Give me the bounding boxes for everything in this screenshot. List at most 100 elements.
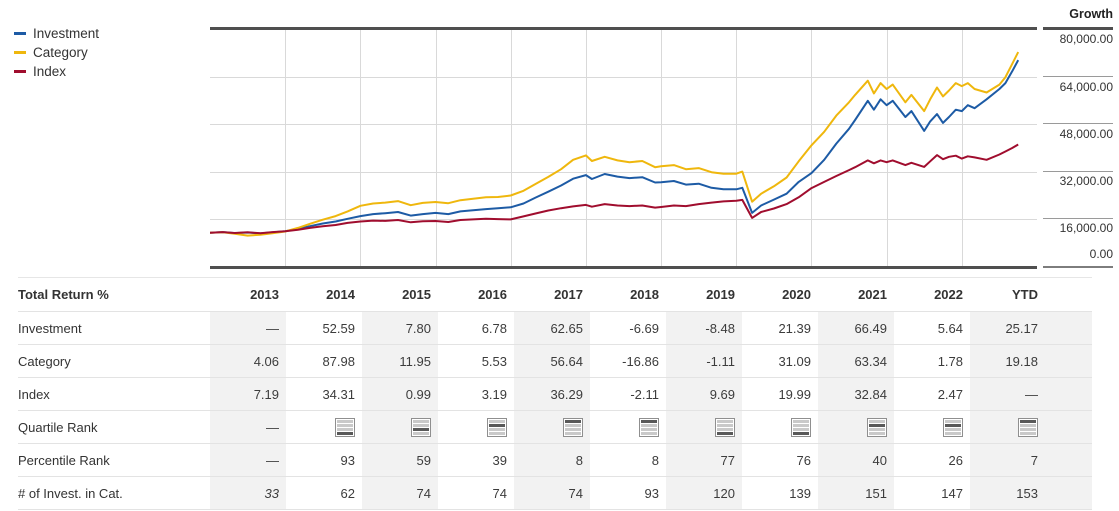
value-cell: 87.98 (322, 353, 355, 369)
y-axis-title: Growth (1069, 7, 1113, 21)
quartile-cell (362, 411, 438, 443)
value-cell: — (210, 444, 286, 476)
table-title: Total Return % (18, 287, 109, 302)
value-cell: 5.53 (481, 353, 507, 369)
value-cell: 147 (941, 485, 963, 501)
row-label: Quartile Rank (18, 419, 98, 435)
index-line-swatch (14, 70, 26, 73)
value-cell: 76 (796, 452, 811, 468)
chart-bottom-border (210, 266, 1037, 269)
value-cell: — (970, 378, 1092, 410)
y-axis-tick-32000 (1043, 171, 1113, 172)
quartile-1-icon (563, 417, 583, 437)
value-cell: 8 (651, 452, 659, 468)
quartile-cell (438, 411, 514, 443)
investment-line (210, 59, 1020, 235)
row-label: Index (18, 386, 50, 402)
value-cell: 19.99 (778, 386, 811, 402)
row-label: Category (18, 353, 71, 369)
value-cell: 6.78 (481, 320, 507, 336)
row-label: Investment (18, 320, 82, 336)
value-cell: 66.49 (818, 312, 894, 344)
value-cell: -6.69 (629, 320, 659, 336)
row-label: # of Invest. in Cat. (18, 485, 123, 501)
value-cell: -2.11 (630, 386, 659, 402)
y-axis-label: 48,000.00 (1059, 127, 1113, 141)
quartile-2-icon (943, 417, 963, 437)
value-cell: 139 (789, 485, 811, 501)
table-row-quartile-rank: Quartile Rank — (18, 411, 1092, 444)
legend-label-index: Index (33, 64, 67, 79)
value-cell: 9.69 (666, 378, 742, 410)
column-header-2017: 2017 (554, 287, 583, 302)
value-cell: 153 (970, 477, 1092, 509)
value-cell: 34.31 (322, 386, 355, 402)
value-cell: 25.17 (970, 312, 1092, 344)
value-cell: 74 (362, 477, 438, 509)
chart-legend: Investment Category Index (14, 24, 99, 81)
quartile-cell (894, 411, 970, 443)
value-cell: 39 (492, 452, 507, 468)
value-cell: 36.29 (514, 378, 590, 410)
column-header-2021: 2021 (858, 287, 887, 302)
legend-item-index[interactable]: Index (14, 62, 99, 81)
quartile-cell (742, 411, 818, 443)
value-cell: — (210, 312, 286, 344)
value-cell: 32.84 (818, 378, 894, 410)
legend-item-category[interactable]: Category (14, 43, 99, 62)
quartile-4-icon (791, 417, 811, 437)
value-cell: 19.18 (970, 345, 1092, 377)
value-cell: 74 (492, 485, 507, 501)
y-axis-label: 32,000.00 (1059, 174, 1113, 188)
y-axis-tick-64000 (1043, 76, 1113, 77)
category-line (210, 51, 1020, 237)
y-axis-tick-16000 (1043, 218, 1113, 219)
quartile-2-icon (867, 417, 887, 437)
y-axis-tick-0 (1043, 266, 1113, 268)
value-cell: 8 (514, 444, 590, 476)
y-axis-label: 64,000.00 (1059, 80, 1113, 94)
value-cell: 59 (362, 444, 438, 476)
value-cell: 62 (340, 485, 355, 501)
total-return-table: Total Return % 2013 2014 2015 2016 2017 2018 20… (18, 277, 1092, 510)
column-header-2016: 2016 (478, 287, 507, 302)
quartile-2-icon (487, 417, 507, 437)
column-header-2018: 2018 (630, 287, 659, 302)
value-cell: 3.19 (481, 386, 507, 402)
value-cell: 7.19 (210, 378, 286, 410)
value-cell: 74 (514, 477, 590, 509)
value-cell: 4.06 (210, 345, 286, 377)
value-cell: -16.86 (622, 353, 659, 369)
table-row-of-invest-in-cat: # of Invest. in Cat. 33 62 74 74 74 93 120 139 15… (18, 477, 1092, 510)
y-axis-tick-48000 (1043, 123, 1113, 124)
quartile-cell (818, 411, 894, 443)
column-header-2014: 2014 (326, 287, 355, 302)
value-cell: 77 (666, 444, 742, 476)
value-cell: 26 (948, 452, 963, 468)
column-header-2013: 2013 (250, 287, 279, 302)
legend-item-investment[interactable]: Investment (14, 24, 99, 43)
value-cell: 151 (818, 477, 894, 509)
table-row-percentile-rank: Percentile Rank — 93 59 39 8 8 77 76 40 26 7 (18, 444, 1092, 477)
quartile-3-icon (411, 417, 431, 437)
value-cell: 93 (644, 485, 659, 501)
chart-top-border (210, 27, 1037, 30)
value-cell: 62.65 (514, 312, 590, 344)
category-line-swatch (14, 51, 26, 54)
value-cell: 11.95 (362, 345, 438, 377)
value-cell: 93 (340, 452, 355, 468)
value-cell: -8.48 (666, 312, 742, 344)
value-cell: 31.09 (778, 353, 811, 369)
value-cell: 40 (818, 444, 894, 476)
quartile-cell (970, 411, 1092, 443)
table-row-category: Category 4.06 87.98 11.95 5.53 56.64 -16.86 -1.… (18, 345, 1092, 378)
y-axis-label: 0.00 (1089, 247, 1113, 261)
y-axis-tick-80000 (1043, 27, 1113, 30)
y-axis-label: 80,000.00 (1059, 32, 1113, 46)
legend-label-category: Category (33, 45, 88, 60)
value-cell: 120 (666, 477, 742, 509)
column-header-2022: 2022 (934, 287, 963, 302)
value-cell: 5.64 (937, 320, 963, 336)
value-cell: 33 (210, 477, 286, 509)
